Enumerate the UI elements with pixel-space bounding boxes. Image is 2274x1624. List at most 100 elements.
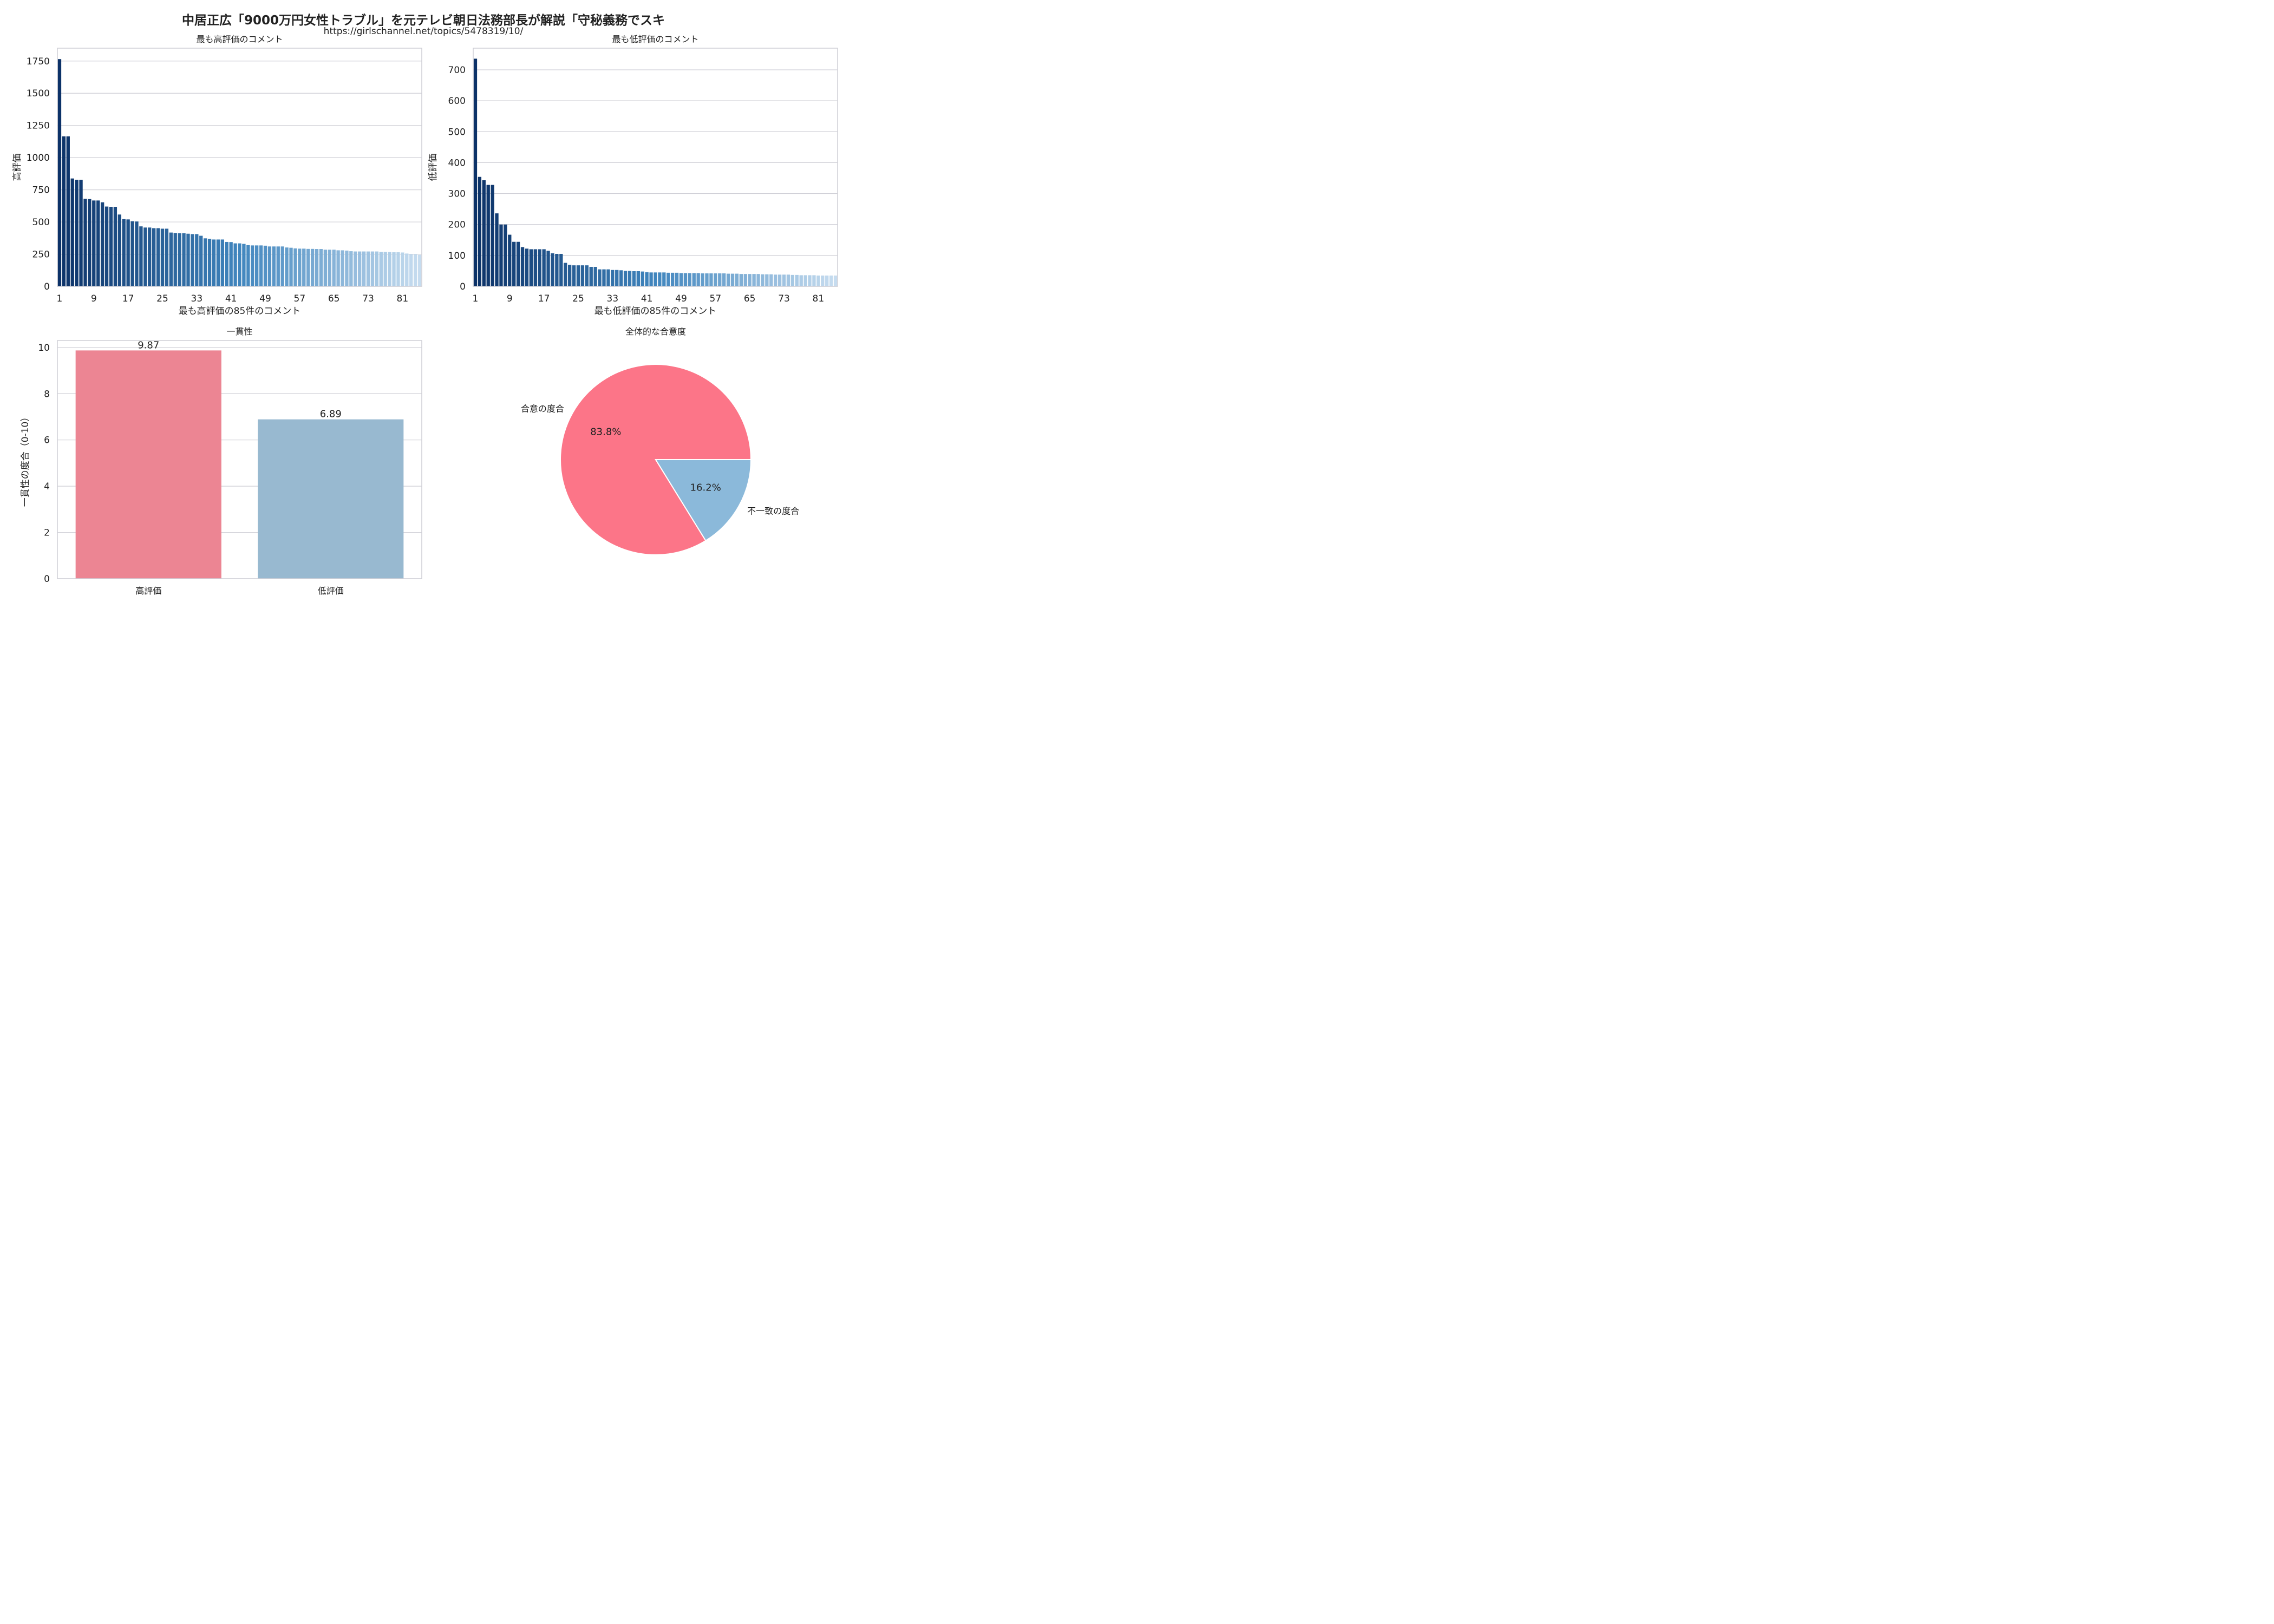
top-disliked-bar (641, 271, 644, 286)
top-disliked-x-tick-label: 73 (778, 293, 790, 304)
top-disliked-bar (499, 224, 503, 286)
top-liked-bar (417, 254, 422, 286)
top-liked-bar (251, 245, 254, 286)
top-disliked-bar (508, 234, 512, 286)
top-liked-bar (336, 250, 340, 286)
top-liked-bar (267, 246, 272, 286)
top-disliked-bar (777, 274, 782, 286)
top-disliked-bar (730, 273, 735, 286)
consistency-bar (75, 350, 221, 579)
consistency-bars: 9.87 6.89 (75, 339, 404, 579)
top-disliked-bar (525, 248, 529, 286)
top-liked-x-tick-label: 81 (397, 293, 409, 304)
consistency-y-tick-label: 2 (44, 528, 50, 539)
top-disliked-bar (602, 269, 606, 286)
top-disliked-bar (761, 274, 764, 286)
top-disliked-bar (812, 275, 816, 286)
top-liked-bar (238, 243, 241, 286)
top-liked-bar (96, 200, 100, 286)
top-disliked-bar (786, 274, 790, 286)
top-liked-bar (79, 180, 83, 286)
top-liked-bar (229, 242, 233, 286)
top-disliked-x-tick-label: 49 (675, 293, 687, 304)
pie-category-label: 合意の度合 (521, 404, 564, 414)
top-liked-bar (375, 251, 379, 286)
top-liked-bar (88, 199, 92, 286)
top-liked-bar (135, 221, 139, 286)
top-liked-bar (370, 251, 375, 286)
top-liked-bar (366, 251, 370, 286)
consistency-plot-frame (57, 340, 422, 579)
pie-slice (655, 459, 752, 542)
top-liked-y-tick-label: 0 (44, 281, 50, 292)
top-disliked-x-tick-label: 41 (641, 293, 653, 304)
top-disliked-bar (636, 271, 640, 286)
top-liked-bar (100, 202, 104, 286)
top-disliked-bar (799, 275, 803, 286)
top-disliked-bar (825, 276, 829, 286)
top-liked-bar (392, 252, 396, 286)
top-disliked-bar (593, 267, 597, 286)
figure-subtitle: https://girlschannel.net/topics/5478319/… (323, 26, 524, 37)
top-disliked-bar (671, 272, 675, 286)
top-disliked-bar (743, 274, 747, 286)
top-disliked-bar (555, 254, 559, 286)
consistency-category-label: 低評価 (318, 586, 344, 596)
top-disliked-bar (679, 273, 683, 286)
top-liked-y-tick-label: 1250 (27, 121, 50, 132)
top-liked-bar (383, 252, 387, 286)
top-disliked-bar (533, 249, 537, 286)
top-disliked-bar (795, 274, 799, 286)
top-disliked-bar (585, 265, 589, 286)
top-disliked-bar (833, 276, 838, 286)
top-disliked-bar (611, 270, 615, 286)
top-liked-bar (405, 253, 409, 286)
top-disliked-y-tick-label: 100 (448, 251, 466, 261)
top-liked-x-tick-label: 25 (156, 293, 168, 304)
top-liked-bar (216, 239, 220, 286)
top-disliked-bar (808, 275, 812, 286)
top-disliked-bar (696, 273, 700, 286)
top-disliked-bar (790, 274, 795, 286)
top-liked-bar (139, 226, 143, 286)
top-disliked-bar (628, 271, 632, 286)
top-liked-bar (328, 250, 331, 286)
top-liked-x-tick-label: 73 (362, 293, 374, 304)
top-disliked-bar (623, 271, 628, 286)
top-liked-bar (109, 207, 113, 286)
top-disliked-bar (705, 273, 709, 286)
top-disliked-x-label: 最も低評価の85件のコメント (594, 306, 717, 317)
top-disliked-bar (559, 254, 563, 286)
top-disliked-x-tick-label: 81 (813, 293, 825, 304)
top-disliked-bar (821, 276, 825, 286)
top-liked-bars (57, 59, 422, 286)
top-liked-bar (306, 248, 310, 286)
top-liked-bar (401, 252, 404, 286)
top-liked-bar (345, 250, 349, 286)
top-disliked-bar (645, 272, 649, 286)
top-liked-x-tick-label: 9 (91, 293, 97, 304)
top-liked-y-tick-label: 500 (32, 217, 50, 228)
top-disliked-bar (632, 271, 636, 286)
top-liked-bar (272, 246, 276, 286)
top-liked-bar (413, 254, 417, 286)
top-liked-bar (62, 136, 66, 286)
top-disliked-bar (688, 273, 692, 286)
top-liked-bar (225, 241, 228, 286)
top-liked-x-tick-label: 41 (225, 293, 237, 304)
top-disliked-x-tick-label: 25 (572, 293, 584, 304)
top-disliked-bar (572, 265, 576, 286)
top-disliked-y-tick-label: 300 (448, 189, 466, 200)
top-liked-bar (113, 207, 117, 286)
top-liked-bar (165, 228, 169, 286)
top-liked-x-ticks: 1 9 17 25 33 41 49 57 65 73 81 (57, 293, 409, 304)
top-disliked-y-tick-label: 400 (448, 158, 466, 168)
top-disliked-y-label: 低評価 (428, 154, 439, 181)
top-liked-bar (156, 228, 160, 286)
top-liked-y-tick-label: 1750 (27, 56, 50, 67)
consistency-y-label: 一貫性の度合（0-10） (20, 412, 31, 507)
top-liked-bar (57, 59, 62, 286)
top-liked-bar (75, 180, 79, 286)
consistency-bar (258, 419, 404, 579)
